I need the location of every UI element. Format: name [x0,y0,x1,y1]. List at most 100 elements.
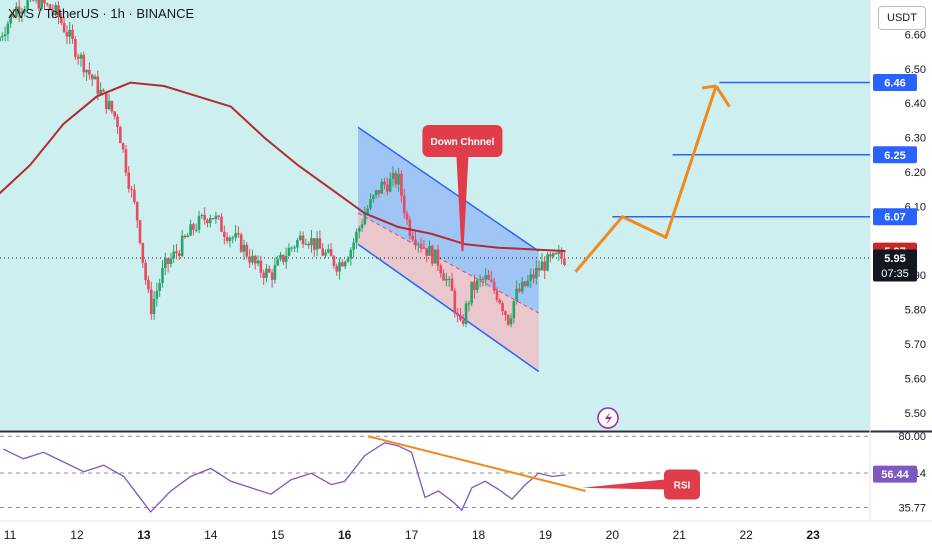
candle [377,190,381,194]
candle [189,224,192,236]
rsi-callout-text: RSI [674,481,691,492]
candle [206,219,209,224]
candle [135,202,139,221]
candle [166,258,170,265]
price-label-6.25 [873,146,917,164]
candle [422,247,426,249]
time-tick-label: 21 [673,528,687,542]
price-label-text: 6.25 [884,150,905,162]
price-tick-label: 5.60 [905,373,926,385]
candle [208,218,212,224]
candle [456,313,459,316]
candle [203,214,206,220]
candle [102,89,105,92]
candle [509,318,513,325]
candle [12,14,15,17]
candle [397,173,400,185]
time-tick-label: 11 [4,528,17,542]
candle [40,0,43,9]
candle [200,214,204,216]
candle [346,258,350,262]
candle [520,281,524,292]
candle [506,314,510,325]
projection-path [574,85,718,273]
candle [546,254,549,271]
rsi-value-label [873,465,917,483]
candle [45,3,49,5]
price-tick-label: 5.50 [905,408,926,420]
time-tick-label: 13 [137,528,151,542]
candle [357,227,361,232]
chart-title: XVS / TetherUS · 1h · BINANCE [8,6,195,21]
rsi-tick-label: 35.77 [898,502,926,514]
candle [287,247,291,257]
channel-callout-text: Down Chnnel [430,137,494,148]
candle [343,261,347,267]
candle [3,34,7,37]
candle [371,195,375,199]
time-tick-label: 14 [204,528,218,542]
candle [6,23,10,35]
candle [383,181,386,185]
candle [495,290,499,300]
candle [251,255,254,263]
candle [315,238,319,250]
candle [107,100,111,110]
candle [133,189,136,203]
candle [543,261,547,271]
candle [144,262,147,281]
candle [256,260,260,264]
candle [149,289,153,315]
candle [116,116,119,128]
time-tick-label: 15 [271,528,285,542]
candle [90,74,94,80]
candle [242,244,246,252]
candle [262,272,265,278]
price-tick-label: 6.60 [905,29,926,41]
candle [237,233,240,235]
candle [408,219,412,237]
candle [48,4,52,10]
candle [386,184,389,192]
candle [113,111,117,117]
candle [419,243,423,248]
candle [276,259,280,266]
candle [15,6,18,17]
candle [76,56,80,59]
candle [450,278,454,291]
candle [259,260,263,273]
candle [515,288,518,301]
candle [217,215,221,217]
candle [26,0,29,10]
candle [265,268,268,278]
candle [329,249,333,257]
candle [481,279,485,281]
price-tick-label: 6.30 [905,133,926,145]
candle [253,255,257,264]
candle [60,16,63,23]
candle [363,213,367,225]
channel-upper-fill [358,127,539,314]
currency-button[interactable]: USDT [878,6,926,30]
candle [296,240,299,248]
price-tick-label: 6.40 [905,98,926,110]
candle [473,281,476,291]
time-tick-label: 18 [472,528,486,542]
candle [526,280,530,287]
candle [231,237,235,239]
candle [119,127,122,144]
candle [298,235,302,241]
candle [23,9,27,12]
candle [560,252,563,259]
candle [321,248,325,256]
candle [400,173,403,196]
candle [96,76,100,94]
candle [301,235,305,245]
time-tick-label: 20 [606,528,620,542]
candle [554,253,558,255]
candle [68,29,72,37]
candle [349,249,353,259]
projection-arrow-wing-left [701,84,717,90]
candle [557,252,561,254]
candle [104,91,108,110]
